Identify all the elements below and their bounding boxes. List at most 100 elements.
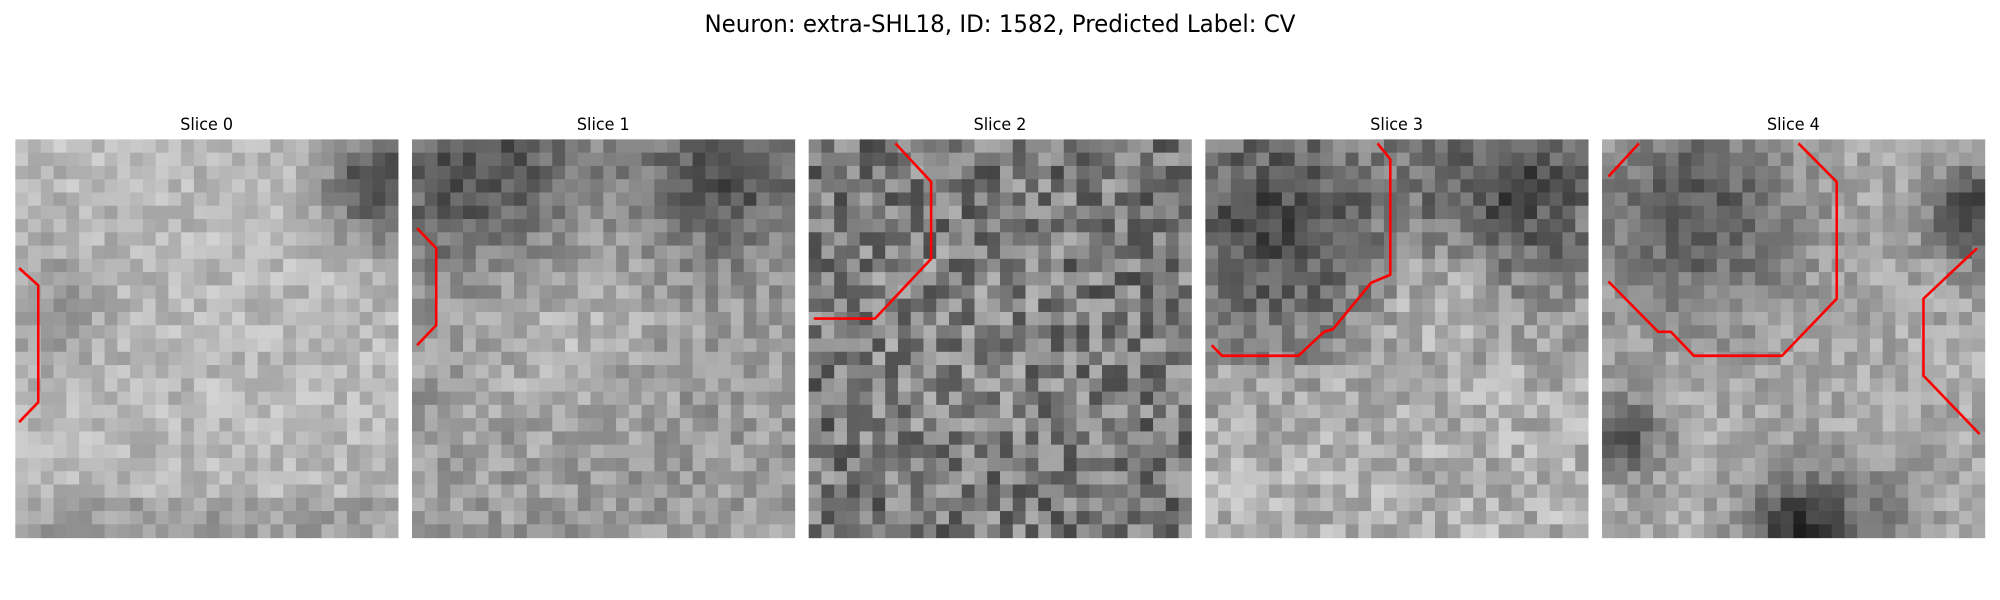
pixel	[1716, 457, 1731, 472]
pixel	[1602, 298, 1616, 313]
pixel	[885, 219, 899, 233]
pixel	[705, 511, 719, 525]
pixel	[1498, 484, 1512, 499]
pixel	[1511, 524, 1525, 539]
pixel	[1256, 325, 1270, 340]
pixel	[616, 418, 630, 432]
pixel	[193, 404, 208, 419]
pixel	[1971, 139, 1986, 154]
pixel	[552, 152, 566, 167]
pixel	[219, 192, 233, 207]
pixel	[1025, 338, 1039, 353]
pixel	[437, 365, 451, 379]
pixel	[781, 192, 796, 207]
pixel	[1409, 325, 1423, 340]
pixel	[692, 152, 706, 167]
pixel	[756, 311, 770, 326]
pixel	[1396, 418, 1410, 432]
pixel	[718, 245, 732, 260]
pixel	[641, 152, 655, 167]
pixel	[808, 457, 822, 472]
pixel	[1780, 258, 1794, 273]
pixel	[846, 165, 861, 180]
pixel	[334, 311, 348, 326]
pixel	[1256, 285, 1270, 300]
pixel	[1536, 391, 1551, 406]
pixel	[450, 444, 464, 459]
pixel	[1742, 325, 1756, 340]
pixel	[1844, 232, 1858, 247]
pixel	[463, 205, 477, 220]
pixel	[692, 457, 706, 472]
pixel	[1971, 484, 1986, 499]
pixel	[257, 431, 271, 446]
pixel	[1933, 205, 1947, 220]
pixel	[1114, 351, 1129, 366]
pixel	[1383, 139, 1398, 154]
pixel	[193, 245, 208, 260]
pixel	[385, 497, 399, 512]
pixel	[15, 404, 29, 419]
pixel	[1882, 219, 1896, 233]
pixel	[168, 245, 182, 260]
pixel	[897, 298, 912, 313]
pixel	[1447, 365, 1461, 379]
pixel	[1653, 179, 1667, 194]
pixel	[411, 484, 426, 499]
pixel	[1857, 219, 1871, 233]
pixel	[948, 524, 963, 539]
pixel	[334, 378, 348, 393]
pixel	[437, 179, 451, 194]
pixel	[1511, 311, 1525, 326]
pixel	[1358, 325, 1372, 340]
pixel	[437, 378, 451, 393]
pixel	[1882, 457, 1896, 472]
pixel	[219, 245, 233, 260]
pixel	[104, 484, 118, 499]
pixel	[359, 298, 373, 313]
pixel	[219, 471, 233, 486]
pixel	[117, 205, 131, 220]
pixel	[79, 192, 93, 207]
pixel	[1140, 232, 1154, 247]
pixel	[1332, 205, 1347, 220]
pixel	[1165, 272, 1180, 286]
pixel	[1818, 272, 1833, 286]
pixel	[1345, 325, 1359, 340]
pixel	[1218, 378, 1232, 393]
pixel	[616, 404, 630, 419]
pixel	[1614, 232, 1629, 247]
pixel	[1281, 365, 1296, 379]
pixel	[1831, 418, 1845, 432]
pixel	[1844, 378, 1858, 393]
pixel	[1000, 179, 1014, 194]
pixel	[1959, 444, 1973, 459]
pixel	[1602, 179, 1616, 194]
pixel	[1562, 471, 1576, 486]
pixel	[1320, 471, 1334, 486]
pixel	[1908, 524, 1922, 539]
pixel	[590, 192, 604, 207]
pixel	[718, 325, 732, 340]
contour	[18, 267, 40, 424]
pixel	[1281, 484, 1296, 499]
pixel	[181, 471, 195, 486]
pixel	[475, 404, 490, 419]
pixel	[539, 179, 553, 194]
pixel	[859, 232, 873, 247]
pixel	[1882, 338, 1896, 353]
pixel	[53, 378, 67, 393]
pixel	[1562, 219, 1576, 233]
pixel	[1345, 524, 1359, 539]
pixel	[1857, 444, 1871, 459]
pixel	[987, 365, 1001, 379]
pixel	[1165, 457, 1180, 472]
pixel	[244, 484, 259, 499]
pixel	[616, 511, 630, 525]
pixel	[1114, 404, 1129, 419]
pixel	[257, 152, 271, 167]
pixel	[1153, 404, 1167, 419]
pixel	[743, 524, 757, 539]
pixel	[872, 444, 886, 459]
pixel	[1857, 258, 1871, 273]
